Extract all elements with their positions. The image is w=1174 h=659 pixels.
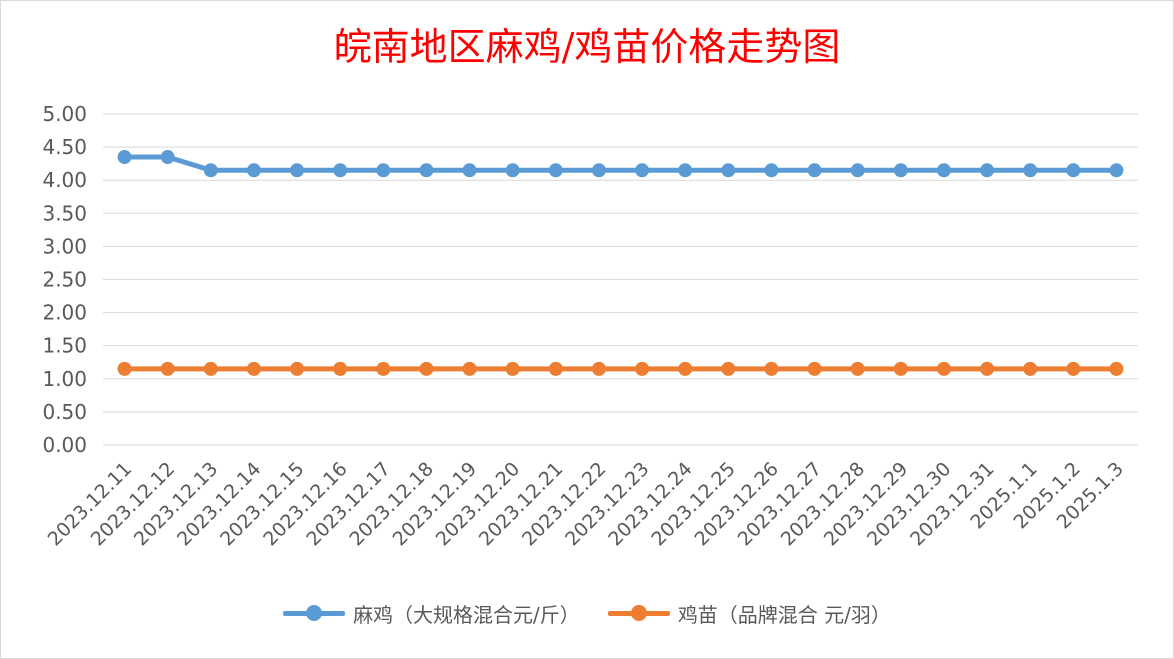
chart-legend: 麻鸡（大规格混合元/斤） 鸡苗（品牌混合 元/羽） bbox=[0, 596, 1174, 630]
legend-label-series-1: 鸡苗（品牌混合 元/羽） bbox=[677, 602, 891, 627]
data-point-series-0-8 bbox=[462, 163, 477, 178]
y-tick-label-0: 0.00 bbox=[42, 433, 87, 457]
data-point-series-1-19 bbox=[936, 361, 951, 376]
y-tick-label-1: 0.50 bbox=[42, 400, 87, 424]
data-point-series-0-6 bbox=[376, 163, 391, 178]
data-point-series-1-6 bbox=[376, 361, 391, 376]
data-point-series-1-13 bbox=[678, 361, 693, 376]
data-point-series-1-8 bbox=[462, 361, 477, 376]
data-point-series-1-7 bbox=[419, 361, 434, 376]
data-point-series-0-22 bbox=[1066, 163, 1081, 178]
y-tick-label-7: 3.50 bbox=[42, 201, 87, 225]
data-point-series-1-15 bbox=[764, 361, 779, 376]
data-point-series-0-11 bbox=[591, 163, 606, 178]
data-point-series-1-1 bbox=[160, 361, 175, 376]
data-point-series-0-14 bbox=[721, 163, 736, 178]
legend-item-series-0: 麻鸡（大规格混合元/斤） bbox=[283, 599, 580, 628]
data-point-series-1-2 bbox=[203, 361, 218, 376]
data-point-series-1-17 bbox=[850, 361, 865, 376]
y-tick-label-6: 3.00 bbox=[42, 234, 87, 258]
y-tick-label-3: 1.50 bbox=[42, 334, 87, 358]
y-tick-label-9: 4.50 bbox=[42, 135, 87, 159]
data-point-series-0-10 bbox=[548, 163, 563, 178]
chart-title: 皖南地区麻鸡/鸡苗价格走势图 bbox=[333, 25, 841, 69]
data-point-series-0-7 bbox=[419, 163, 434, 178]
legend-swatch-series-0 bbox=[283, 603, 346, 623]
data-point-series-0-13 bbox=[678, 163, 693, 178]
data-point-series-0-3 bbox=[246, 163, 261, 178]
data-point-series-1-20 bbox=[980, 361, 995, 376]
data-point-series-0-20 bbox=[980, 163, 995, 178]
data-point-series-1-5 bbox=[333, 361, 348, 376]
data-point-series-1-14 bbox=[721, 361, 736, 376]
data-point-series-0-18 bbox=[893, 163, 908, 178]
data-point-series-0-15 bbox=[764, 163, 779, 178]
data-point-series-1-23 bbox=[1109, 361, 1124, 376]
data-point-series-0-1 bbox=[160, 150, 175, 165]
data-point-series-0-17 bbox=[850, 163, 865, 178]
data-point-series-1-9 bbox=[505, 361, 520, 376]
data-point-series-0-16 bbox=[807, 163, 822, 178]
y-tick-label-10: 5.00 bbox=[42, 102, 87, 126]
data-point-series-0-12 bbox=[635, 163, 650, 178]
data-point-series-0-19 bbox=[936, 163, 951, 178]
data-point-series-1-3 bbox=[246, 361, 261, 376]
y-tick-label-5: 2.50 bbox=[42, 268, 87, 292]
data-point-series-1-4 bbox=[290, 361, 305, 376]
y-tick-label-4: 2.00 bbox=[42, 301, 87, 325]
y-tick-label-2: 1.00 bbox=[42, 367, 87, 391]
data-point-series-1-21 bbox=[1023, 361, 1038, 376]
data-point-series-1-18 bbox=[893, 361, 908, 376]
data-point-series-1-11 bbox=[591, 361, 606, 376]
legend-swatch-series-1 bbox=[607, 603, 670, 623]
data-point-series-0-0 bbox=[117, 150, 132, 165]
data-point-series-1-22 bbox=[1066, 361, 1081, 376]
data-point-series-1-16 bbox=[807, 361, 822, 376]
data-point-series-0-4 bbox=[290, 163, 305, 178]
legend-item-series-1: 鸡苗（品牌混合 元/羽） bbox=[607, 599, 891, 628]
series-line-0 bbox=[122, 154, 1119, 173]
y-tick-label-8: 4.00 bbox=[42, 168, 87, 192]
data-point-series-0-21 bbox=[1023, 163, 1038, 178]
data-point-series-1-10 bbox=[548, 361, 563, 376]
data-point-series-1-0 bbox=[117, 361, 132, 376]
data-point-series-0-23 bbox=[1109, 163, 1124, 178]
data-point-series-0-9 bbox=[505, 163, 520, 178]
data-point-series-1-12 bbox=[635, 361, 650, 376]
data-point-series-0-2 bbox=[203, 163, 218, 178]
data-point-series-0-5 bbox=[333, 163, 348, 178]
legend-label-series-0: 麻鸡（大规格混合元/斤） bbox=[353, 602, 580, 627]
